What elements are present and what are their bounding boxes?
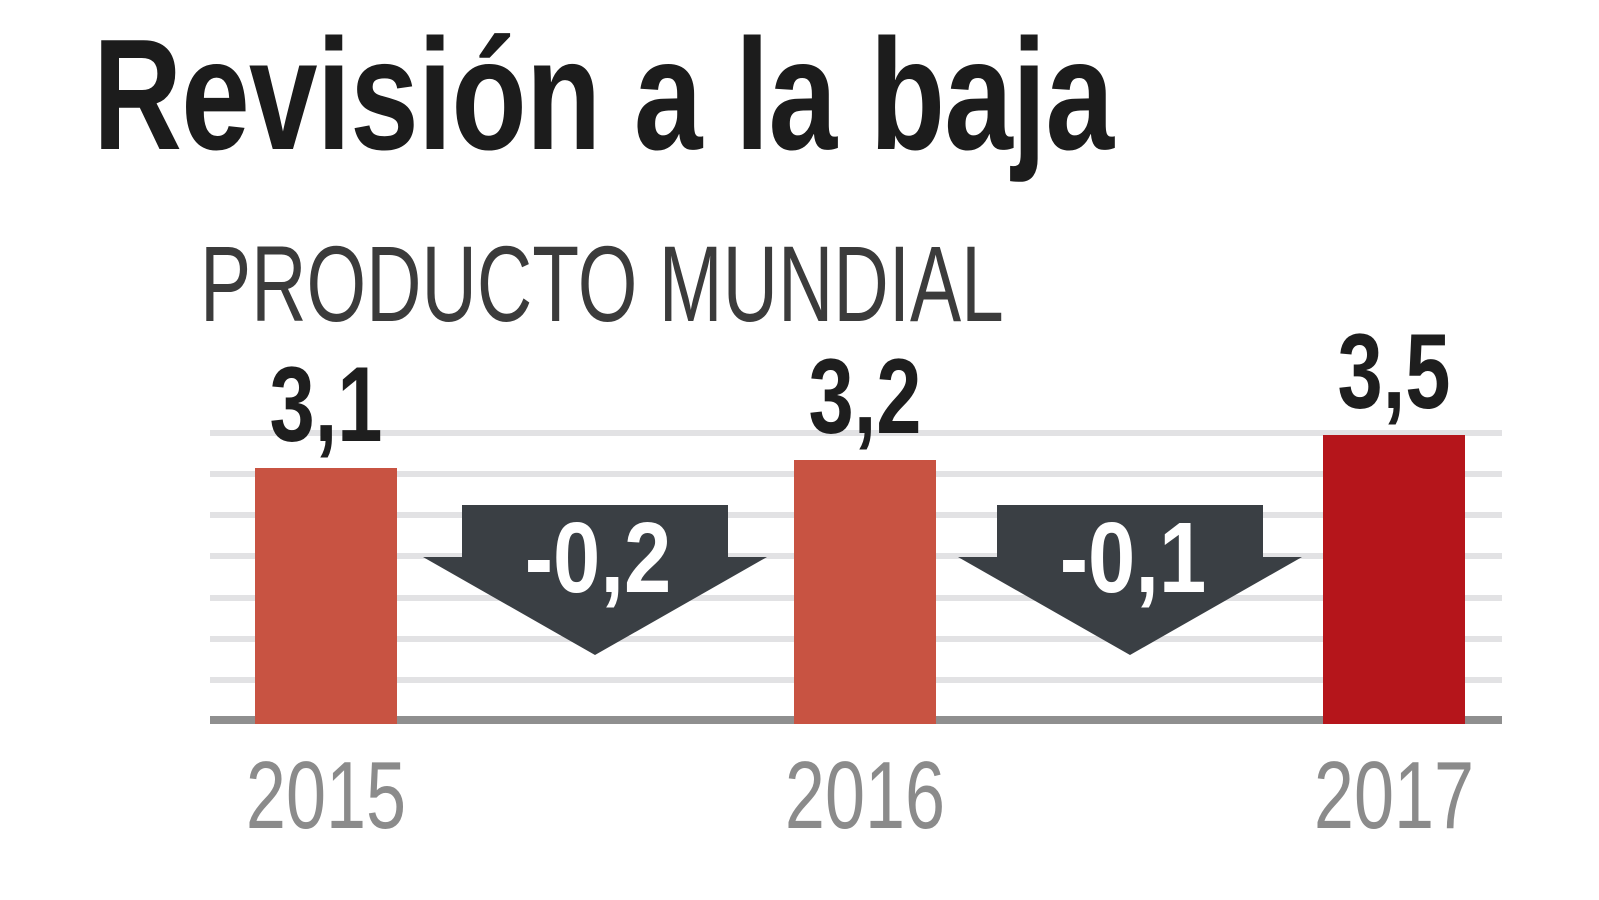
x-tick-2017: 2017 [1313, 742, 1475, 849]
revision-value-2015-2016: -0,2 [524, 502, 672, 614]
down-arrow-icon [423, 505, 767, 655]
bar-2015 [255, 468, 397, 724]
revision-value-2016-2017: -0,1 [1059, 502, 1207, 614]
bar-2017 [1323, 435, 1465, 724]
chart-title: Revisión a la baja [93, 7, 1114, 183]
x-tick-2016: 2016 [784, 742, 946, 849]
bar-2016 [794, 460, 936, 724]
value-label-2017: 3,5 [1337, 311, 1451, 431]
gridline [210, 430, 1502, 436]
value-label-2016: 3,2 [808, 336, 922, 456]
value-label-2015: 3,1 [269, 344, 383, 464]
chart-subtitle: PRODUCTO MUNDIAL [200, 223, 1004, 344]
x-tick-2015: 2015 [245, 742, 407, 849]
down-arrow-icon [958, 505, 1302, 655]
